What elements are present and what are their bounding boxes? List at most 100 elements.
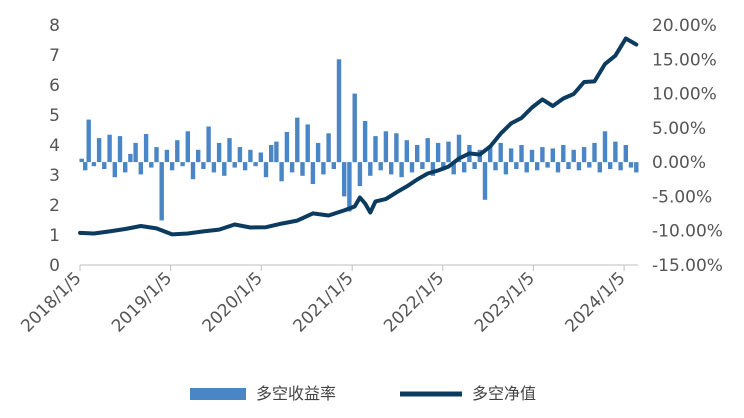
bar xyxy=(295,117,300,163)
right-axis-tick-label: 20.00% xyxy=(652,16,717,36)
right-axis-tick-label: -15.00% xyxy=(652,256,723,276)
bar xyxy=(394,133,399,163)
x-axis-tick-label: 2020/1/5 xyxy=(199,268,267,336)
bar xyxy=(383,131,389,163)
bar xyxy=(524,162,529,173)
left-axis-tick-label: 2 xyxy=(49,196,60,216)
legend-label-bar: 多空收益率 xyxy=(256,384,336,403)
line-series xyxy=(78,36,639,237)
bar xyxy=(107,134,112,163)
bar xyxy=(102,162,107,169)
bar xyxy=(425,138,430,163)
bar xyxy=(112,162,117,178)
bar xyxy=(399,162,404,178)
bar xyxy=(472,162,477,169)
left-axis-tick-label: 8 xyxy=(49,16,60,36)
bar xyxy=(253,162,258,167)
right-axis-tick-label: -5.00% xyxy=(652,187,712,207)
bar xyxy=(597,162,602,173)
bar xyxy=(305,124,310,163)
right-axis-tick-label: -10.00% xyxy=(652,222,723,242)
bar xyxy=(289,162,295,173)
line-series-group xyxy=(78,36,639,237)
bar xyxy=(608,162,613,169)
x-axis-tick-label: 2022/1/5 xyxy=(380,268,448,336)
right-axis-tick-label: 10.00% xyxy=(652,85,717,105)
bar xyxy=(196,149,201,163)
left-axis-tick-label: 4 xyxy=(49,136,60,156)
bar xyxy=(86,119,91,163)
bar xyxy=(96,138,102,163)
bar xyxy=(216,142,222,163)
bar xyxy=(175,140,180,163)
legend-label-line: 多空净值 xyxy=(472,384,536,403)
bar xyxy=(420,162,425,169)
bar xyxy=(435,142,441,163)
bar xyxy=(628,162,634,168)
bar xyxy=(180,162,185,167)
bar xyxy=(378,162,383,171)
bar xyxy=(185,131,190,163)
bar xyxy=(169,162,175,171)
bar xyxy=(550,148,555,163)
bar xyxy=(133,142,138,163)
bar xyxy=(555,162,561,173)
bar xyxy=(503,162,509,175)
bar xyxy=(154,147,159,163)
bar xyxy=(441,162,446,171)
bar xyxy=(284,132,290,163)
bar xyxy=(232,162,237,168)
bar xyxy=(373,136,378,163)
bar xyxy=(347,162,352,212)
bar xyxy=(409,162,415,173)
legend: 多空收益率 多空净值 xyxy=(190,384,536,403)
bar xyxy=(389,162,394,175)
bar xyxy=(592,142,597,163)
bar xyxy=(159,162,164,221)
bar xyxy=(123,162,128,173)
bar xyxy=(222,162,227,176)
bar xyxy=(508,148,514,163)
x-axis-tick-label: 2018/1/5 xyxy=(17,268,85,336)
bar xyxy=(415,145,420,163)
bar xyxy=(331,162,336,169)
bar xyxy=(263,162,269,178)
bar xyxy=(300,162,305,176)
bar xyxy=(258,152,263,163)
bar xyxy=(310,162,316,184)
tick-labels-group: 0 1 2 3 4 5 6 7 8 -15.00% -10.00% -5.00% 0.00% 5.00% 1… xyxy=(17,16,723,337)
bar xyxy=(352,93,357,163)
bar xyxy=(138,162,143,175)
bar xyxy=(128,153,133,163)
bar xyxy=(462,162,467,173)
bar xyxy=(362,121,368,163)
bar xyxy=(581,147,587,163)
bar xyxy=(446,141,451,163)
bar xyxy=(430,162,436,176)
bar-series-group xyxy=(79,59,639,221)
bar xyxy=(190,162,196,180)
bar xyxy=(456,134,462,163)
bar xyxy=(164,149,170,163)
bar xyxy=(206,126,211,163)
bar xyxy=(79,158,84,163)
bar xyxy=(248,149,253,163)
bar xyxy=(576,162,582,171)
bar xyxy=(315,142,321,163)
bar xyxy=(342,162,347,197)
bar xyxy=(561,145,566,163)
x-axis-tick-label: 2023/1/5 xyxy=(471,268,539,336)
x-axis-tick-label: 2021/1/5 xyxy=(290,268,358,336)
bar xyxy=(623,145,628,163)
right-axis-tick-label: 0.00% xyxy=(652,153,706,173)
bar xyxy=(117,136,123,163)
bar xyxy=(336,59,342,163)
bar xyxy=(482,162,488,200)
bar xyxy=(514,162,519,169)
legend-swatch-bar xyxy=(190,388,246,400)
bar xyxy=(91,162,97,167)
bar xyxy=(269,145,274,163)
bar xyxy=(535,162,540,171)
